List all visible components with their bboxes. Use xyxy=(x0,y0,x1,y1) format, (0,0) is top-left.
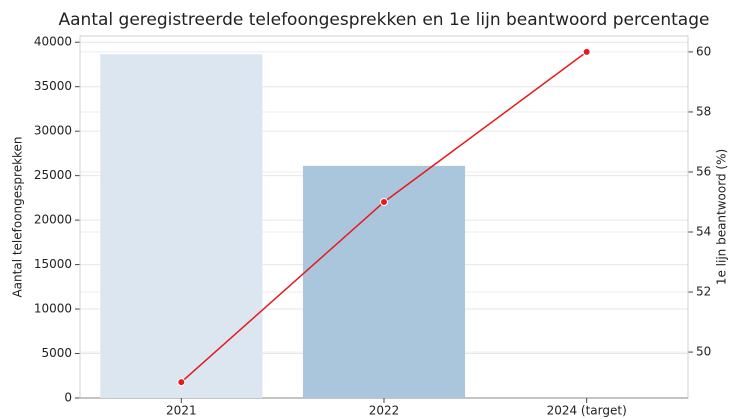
x-tick-label: 2024 (target) xyxy=(547,404,627,418)
y-tick-label: 15000 xyxy=(34,257,72,271)
chart-title: Aantal geregistreerde telefoongesprekken… xyxy=(59,10,710,30)
y2-tick-label: 56 xyxy=(696,164,711,178)
y-tick-label: 30000 xyxy=(34,124,72,138)
x-tick-label: 2022 xyxy=(369,404,400,418)
y2-tick-label: 50 xyxy=(696,345,711,359)
y2-tick-label: 52 xyxy=(696,285,711,299)
y2-tick-label: 54 xyxy=(696,225,711,239)
line-marker xyxy=(582,47,591,56)
y-tick-label: 0 xyxy=(64,391,72,405)
line-marker xyxy=(177,378,186,387)
y2-tick-label: 58 xyxy=(696,104,711,118)
y-tick-label: 25000 xyxy=(34,168,72,182)
y-tick-label: 10000 xyxy=(34,302,72,316)
y-tick-label: 40000 xyxy=(34,35,72,49)
bar xyxy=(100,54,263,399)
x-tick-label: 2021 xyxy=(166,404,197,418)
y2-axis-label: 1e lijn beantwoord (%) xyxy=(715,149,729,285)
y-tick-label: 20000 xyxy=(34,213,72,227)
line-marker xyxy=(380,197,388,206)
y-axis-label: Aantal telefoongesprekken xyxy=(11,136,25,297)
y-tick-label: 35000 xyxy=(34,79,72,93)
y2-tick-label: 60 xyxy=(696,44,711,58)
y-tick-label: 5000 xyxy=(41,346,72,360)
